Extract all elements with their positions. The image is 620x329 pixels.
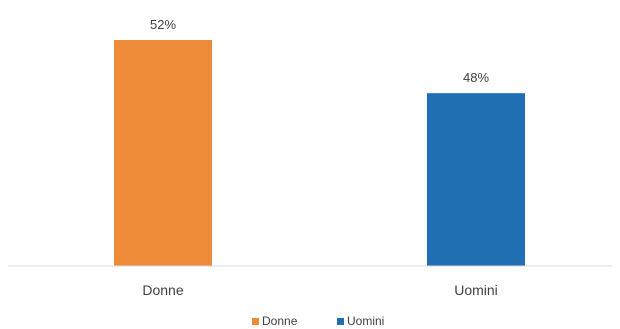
labels-layer: 52% Donne 48% Uomini bbox=[142, 17, 497, 298]
category-label-uomini: Uomini bbox=[454, 282, 498, 298]
legend-swatch-donne bbox=[252, 318, 259, 325]
data-label-donne: 52% bbox=[150, 17, 176, 32]
category-label-donne: Donne bbox=[142, 282, 183, 298]
legend-label-uomini: Uomini bbox=[347, 314, 384, 328]
legend-label-donne: Donne bbox=[262, 314, 298, 328]
bar-donne bbox=[114, 40, 212, 266]
legend-item-uomini: Uomini bbox=[337, 314, 384, 328]
bars-layer bbox=[114, 40, 525, 266]
legend-item-donne: Donne bbox=[252, 314, 298, 328]
legend-swatch-uomini bbox=[337, 318, 344, 325]
bar-uomini bbox=[427, 93, 525, 266]
data-label-uomini: 48% bbox=[463, 70, 489, 85]
legend: Donne Uomini bbox=[252, 314, 384, 328]
